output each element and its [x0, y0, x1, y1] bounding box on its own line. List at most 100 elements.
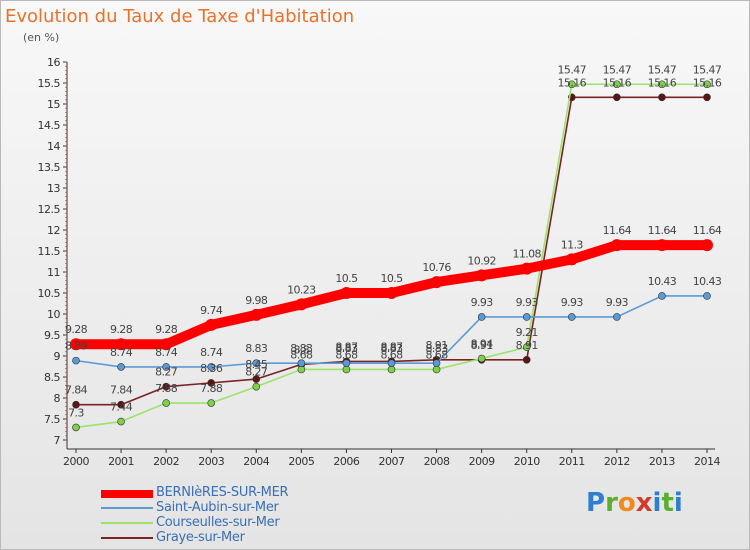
data-label-3: 8.8 [294, 343, 310, 356]
y-tick-label: 14.5 [38, 119, 61, 132]
data-label-0: 10.5 [335, 272, 358, 285]
data-label-0: 9.28 [110, 323, 133, 336]
data-label-0: 10.5 [380, 272, 403, 285]
data-label-2: 8.68 [426, 348, 449, 361]
data-label-3: 8.36 [200, 362, 223, 375]
data-label-0: 9.74 [200, 304, 223, 317]
y-tick-label: 8 [54, 392, 61, 405]
data-label-2: 7.88 [200, 382, 223, 395]
data-point-3 [72, 400, 80, 409]
data-point-2 [162, 399, 170, 407]
data-point-1 [567, 313, 576, 321]
data-label-3: 15.16 [603, 76, 632, 89]
data-point-3 [117, 400, 125, 409]
data-label-1: 8.89 [65, 340, 88, 353]
data-label-0: 10.23 [287, 283, 316, 296]
data-point-1 [342, 359, 351, 367]
data-label-2: 15.47 [648, 63, 677, 76]
data-label-0: 11.64 [648, 224, 677, 237]
data-point-3 [207, 379, 216, 387]
data-point-1 [613, 313, 621, 321]
data-label-0: 11.08 [512, 248, 541, 261]
legend-label: Saint-Aubin-sur-Mer [156, 500, 279, 515]
x-tick-label: 2001 [108, 455, 134, 468]
data-point-0 [205, 318, 218, 331]
x-tick-label: 2004 [243, 455, 269, 468]
logo-letter: x [635, 488, 653, 518]
data-point-0 [250, 308, 263, 321]
legend-swatch [101, 490, 153, 498]
logo-letter: i [652, 488, 662, 518]
data-point-0 [385, 287, 398, 299]
data-label-2: 7.88 [155, 382, 178, 395]
x-tick-label: 2009 [469, 455, 495, 468]
x-tick-label: 2014 [694, 455, 720, 468]
data-label-1: 8.83 [380, 342, 403, 355]
data-point-3 [703, 93, 711, 102]
data-point-2 [207, 399, 216, 407]
data-point-0 [520, 262, 533, 275]
y-tick-label: 7.5 [44, 413, 60, 426]
data-point-2 [522, 343, 531, 351]
data-label-0: 10.92 [467, 254, 496, 267]
data-point-2 [613, 80, 621, 89]
y-tick-label: 15.5 [38, 77, 61, 90]
data-label-1: 8.74 [155, 346, 178, 359]
data-label-2: 15.47 [693, 63, 722, 76]
data-label-0: 11.64 [603, 224, 632, 237]
data-point-2 [117, 417, 125, 426]
data-point-2 [567, 80, 576, 89]
data-label-2: 8.68 [290, 348, 313, 361]
data-label-3: 8.27 [155, 366, 178, 379]
y-tick-label: 12.5 [38, 203, 61, 216]
data-label-3: 15.16 [648, 76, 677, 89]
x-tick-label: 2012 [604, 455, 630, 468]
data-point-0 [565, 253, 578, 266]
data-label-3: 8.91 [516, 339, 538, 352]
logo-letter: o [617, 488, 636, 518]
data-label-2: 9.21 [516, 326, 538, 339]
y-tick-label: 10.5 [38, 287, 61, 300]
data-label-1: 8.74 [200, 346, 223, 359]
x-tick-label: 2006 [333, 455, 359, 468]
y-tick-label: 13.5 [38, 161, 61, 174]
data-label-3: 8.45 [245, 358, 268, 371]
data-point-2 [252, 382, 261, 391]
data-point-3 [162, 382, 170, 391]
data-label-1: 8.74 [110, 346, 133, 359]
y-tick-label: 8.5 [44, 371, 60, 384]
data-label-0: 11.64 [693, 224, 722, 237]
data-point-1 [252, 359, 261, 367]
data-point-0 [655, 239, 668, 252]
proxiti-logo: Proxiti [586, 488, 683, 518]
data-point-0 [430, 276, 443, 289]
data-point-1 [162, 363, 170, 371]
data-point-1 [207, 363, 216, 371]
data-label-0: 9.28 [155, 323, 178, 336]
data-point-1 [477, 313, 486, 321]
y-tick-label: 11.5 [38, 245, 61, 258]
data-point-2 [658, 80, 666, 89]
data-label-2: 8.94 [471, 338, 494, 351]
x-tick-label: 2008 [424, 455, 450, 468]
logo-letter: t [661, 488, 674, 518]
chart-title: Evolution du Taux de Taxe d'Habitation [5, 6, 355, 27]
data-label-1: 10.43 [693, 275, 722, 288]
data-label-2: 15.47 [558, 63, 587, 76]
data-point-2 [477, 354, 486, 363]
logo-letter: i [673, 488, 683, 518]
y-tick-label: 14 [47, 140, 60, 153]
data-point-0 [115, 338, 128, 351]
data-label-3: 7.84 [110, 384, 133, 397]
data-label-3: 8.87 [335, 340, 358, 353]
logo-letter: r [605, 488, 618, 518]
data-point-0 [340, 287, 353, 299]
data-label-0: 9.28 [65, 323, 88, 336]
x-tick-label: 2003 [198, 455, 224, 468]
data-point-1 [117, 363, 125, 371]
data-label-1: 9.93 [561, 296, 584, 309]
data-label-1: 9.93 [516, 296, 539, 309]
data-label-2: 8.68 [380, 348, 403, 361]
data-label-0: 10.76 [422, 261, 451, 274]
